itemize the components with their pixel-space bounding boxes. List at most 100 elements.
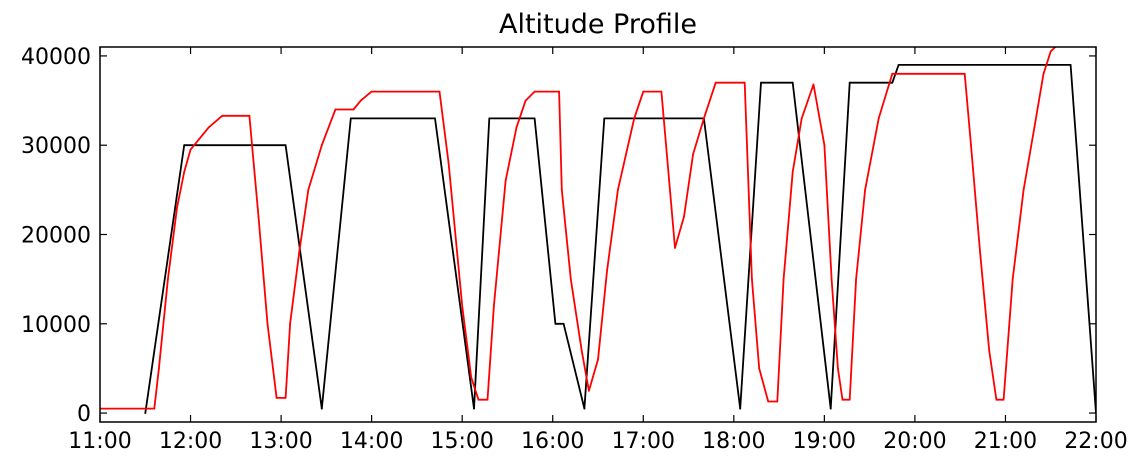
data-point bbox=[284, 144, 287, 147]
data-point bbox=[864, 189, 866, 191]
data-point bbox=[823, 144, 826, 147]
data-point bbox=[289, 322, 291, 325]
data-point bbox=[848, 81, 851, 84]
data-point bbox=[349, 117, 352, 120]
data-point bbox=[488, 117, 491, 120]
data-point bbox=[533, 90, 536, 93]
y-tick-label: 10000 bbox=[21, 313, 91, 338]
data-point bbox=[189, 148, 192, 151]
data-point bbox=[560, 189, 563, 191]
data-point bbox=[683, 215, 685, 218]
data-point bbox=[588, 389, 590, 392]
data-point bbox=[877, 117, 880, 120]
data-point bbox=[692, 153, 694, 156]
data-point bbox=[370, 90, 373, 93]
data-point bbox=[533, 117, 536, 120]
x-tick-label: 22:00 bbox=[1064, 429, 1127, 454]
data-point bbox=[266, 322, 269, 325]
x-tick-label: 11:00 bbox=[68, 429, 131, 454]
data-point bbox=[473, 407, 475, 410]
data-point bbox=[743, 81, 746, 84]
data-point bbox=[603, 117, 606, 120]
data-point bbox=[493, 305, 495, 307]
data-point bbox=[562, 322, 565, 325]
data-point bbox=[674, 247, 676, 249]
data-point bbox=[597, 358, 599, 361]
data-point bbox=[359, 99, 362, 102]
data-point bbox=[515, 126, 518, 129]
data-point bbox=[1002, 398, 1005, 401]
data-point bbox=[580, 349, 583, 352]
data-point bbox=[1049, 50, 1052, 53]
data-point bbox=[751, 278, 753, 280]
data-point bbox=[477, 398, 480, 401]
x-tick-label: 15:00 bbox=[430, 429, 493, 454]
data-point bbox=[558, 90, 560, 93]
data-point bbox=[447, 162, 450, 165]
data-point bbox=[176, 206, 178, 209]
data-point bbox=[837, 367, 839, 370]
chart-title: Altitude Profile bbox=[499, 9, 697, 40]
series-layer bbox=[100, 47, 1096, 414]
data-point bbox=[352, 108, 355, 111]
data-point bbox=[791, 171, 794, 173]
data-point bbox=[979, 251, 981, 254]
data-point bbox=[855, 278, 857, 280]
data-point bbox=[257, 215, 260, 218]
data-point bbox=[812, 83, 815, 86]
data-point bbox=[167, 278, 169, 280]
data-point bbox=[334, 108, 337, 111]
y-tick-label: 0 bbox=[77, 402, 91, 427]
data-point bbox=[183, 144, 186, 147]
axis-ticks: 11:00 12:00 13:00 14:00 15:00 16:00 17:00 18:00… bbox=[21, 45, 1128, 454]
data-point bbox=[470, 376, 473, 379]
x-tick-label: 12:00 bbox=[159, 429, 222, 454]
data-point bbox=[221, 114, 224, 117]
data-point bbox=[776, 400, 779, 403]
x-tick-label: 13:00 bbox=[249, 429, 312, 454]
data-point bbox=[298, 251, 301, 254]
data-point bbox=[970, 144, 972, 147]
x-tick-label: 17:00 bbox=[612, 429, 675, 454]
data-point bbox=[207, 126, 210, 129]
data-point bbox=[606, 269, 608, 272]
data-point bbox=[320, 407, 323, 410]
data-point bbox=[307, 189, 310, 191]
data-point bbox=[1042, 72, 1045, 75]
data-point bbox=[554, 322, 557, 325]
data-point bbox=[1069, 64, 1072, 66]
data-point bbox=[891, 72, 894, 75]
data-point bbox=[434, 117, 436, 120]
series-1 bbox=[100, 47, 1057, 410]
data-point bbox=[486, 398, 489, 401]
data-point bbox=[320, 144, 323, 147]
data-point bbox=[144, 412, 147, 414]
x-tick-label: 19:00 bbox=[793, 429, 856, 454]
data-point bbox=[739, 407, 742, 410]
data-point bbox=[617, 189, 619, 191]
data-point bbox=[800, 117, 803, 120]
data-point bbox=[633, 117, 636, 120]
data-point bbox=[897, 64, 900, 66]
data-point bbox=[461, 305, 464, 307]
plot-area-frame bbox=[99, 46, 1097, 423]
data-point bbox=[524, 99, 527, 102]
x-tick-label: 18:00 bbox=[702, 429, 765, 454]
data-point bbox=[988, 349, 991, 352]
y-tick-label: 30000 bbox=[21, 134, 91, 159]
data-point bbox=[714, 81, 717, 84]
data-point bbox=[1011, 278, 1014, 280]
data-point bbox=[275, 397, 278, 399]
data-point bbox=[153, 407, 156, 410]
x-tick-label: 14:00 bbox=[340, 429, 403, 454]
data-point bbox=[703, 117, 705, 120]
y-tick-label: 40000 bbox=[21, 45, 91, 70]
data-point bbox=[830, 278, 833, 280]
data-point bbox=[791, 81, 794, 84]
data-point bbox=[1022, 189, 1025, 191]
series-line-1 bbox=[100, 47, 1056, 410]
data-point bbox=[158, 367, 160, 370]
x-tick-label: 16:00 bbox=[521, 429, 584, 454]
data-point bbox=[848, 398, 851, 401]
data-point bbox=[569, 278, 572, 280]
